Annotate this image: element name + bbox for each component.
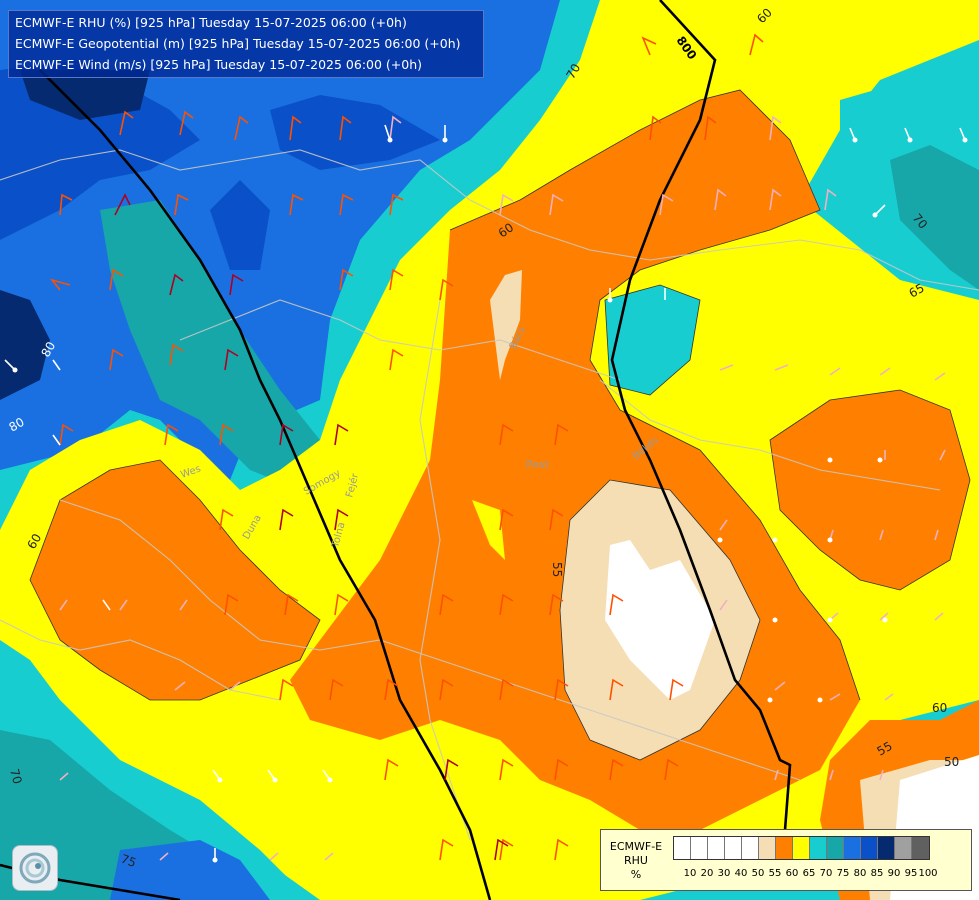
legend-tick: 50 [751,868,765,879]
legend-swatch [861,837,878,859]
legend-tick: 80 [853,868,867,879]
rhu-legend: ECMWF-E RHU % 10 20 30 40 50 55 60 65 70 75 80 85 90… [600,829,972,891]
legend-tick: 70 [819,868,833,879]
rhu-55-region [490,270,522,380]
legend-swatch [844,837,861,859]
legend-tick: 85 [870,868,884,879]
place-label: Pest [526,458,550,471]
legend-tick-labels: 10 20 30 40 50 55 60 65 70 75 80 85 90 95 100 [601,868,971,882]
legend-title-unit: % [630,868,642,881]
legend-swatch [878,837,895,859]
legend-tick: 75 [836,868,850,879]
legend-swatch [776,837,793,859]
rhu-contour-label: 70 [7,767,24,785]
legend-swatch [674,837,691,859]
rhu-50-region [605,540,715,700]
legend-title: ECMWF-E RHU % [606,840,666,882]
rhu-contour-label: 65 [907,281,927,301]
rhu-contour-label: 80 [7,415,27,435]
legend-swatch [742,837,759,859]
map-title-box: ECMWF-E RHU (%) [925 hPa] Tuesday 15-07-… [8,10,484,78]
legend-title-variable: RHU [624,854,648,867]
legend-tick: 55 [768,868,782,879]
wind-title: ECMWF-E Wind (m/s) [925 hPa] Tuesday 15-… [15,57,423,72]
rhu-75-tongue [100,200,320,490]
legend-swatch [708,837,725,859]
rhu-contour-lines [29,89,971,761]
rhu-contour-label: 55 [875,739,895,759]
rhu-85-region [210,180,270,270]
legend-swatch [895,837,912,859]
legend-swatch [827,837,844,859]
rhu-80-band-bottom [110,840,270,900]
legend-tick: 30 [717,868,731,879]
legend-swatch [759,837,776,859]
geopotential-line-west [39,69,492,900]
legend-swatch [912,837,929,859]
rhu-60-region [770,390,970,590]
legend-swatch [810,837,827,859]
geopotential-800-line [610,0,792,831]
rhu-contour-label: 70 [563,61,583,81]
rhu-contour-label: 60 [932,701,947,715]
legend-tick: 100 [918,868,938,879]
rhu-75-region [890,145,979,290]
rhu-85-region [270,95,440,170]
rhu-contour-label: 55 [550,562,564,577]
legend-tick: 10 [683,868,697,879]
geopotential-title: ECMWF-E Geopotential (m) [925 hPa] Tuesd… [15,36,461,51]
legend-swatch [793,837,810,859]
rhu-contour-label: 60 [24,531,44,551]
legend-tick: 60 [785,868,799,879]
rhu-90-region [0,290,50,400]
wind-barbs [4,33,968,863]
rhu-60-region [30,460,320,700]
legend-tick: 65 [802,868,816,879]
rhu-title: ECMWF-E RHU (%) [925 hPa] Tuesday 15-07-… [15,15,407,30]
legend-color-bar [673,836,930,860]
legend-swatch [691,837,708,859]
rhu-contour-label: 50 [944,755,959,769]
legend-swatch [725,837,742,859]
rhu-70-patch [605,285,700,395]
rhu-65-patch [472,500,505,560]
rhu-contour-label: 75 [119,852,138,870]
rhu-contour-label: 80 [38,339,58,359]
legend-tick: 90 [887,868,901,879]
legend-tick: 95 [904,868,918,879]
legend-tick: 20 [700,868,714,879]
contour-labels: 800 60 70 60 70 65 55 60 55 50 80 80 60 … [7,5,960,870]
legend-tick: 40 [734,868,748,879]
legend-title-model: ECMWF-E [609,840,663,853]
border-lines [0,149,979,841]
model-logo-icon [12,845,58,891]
